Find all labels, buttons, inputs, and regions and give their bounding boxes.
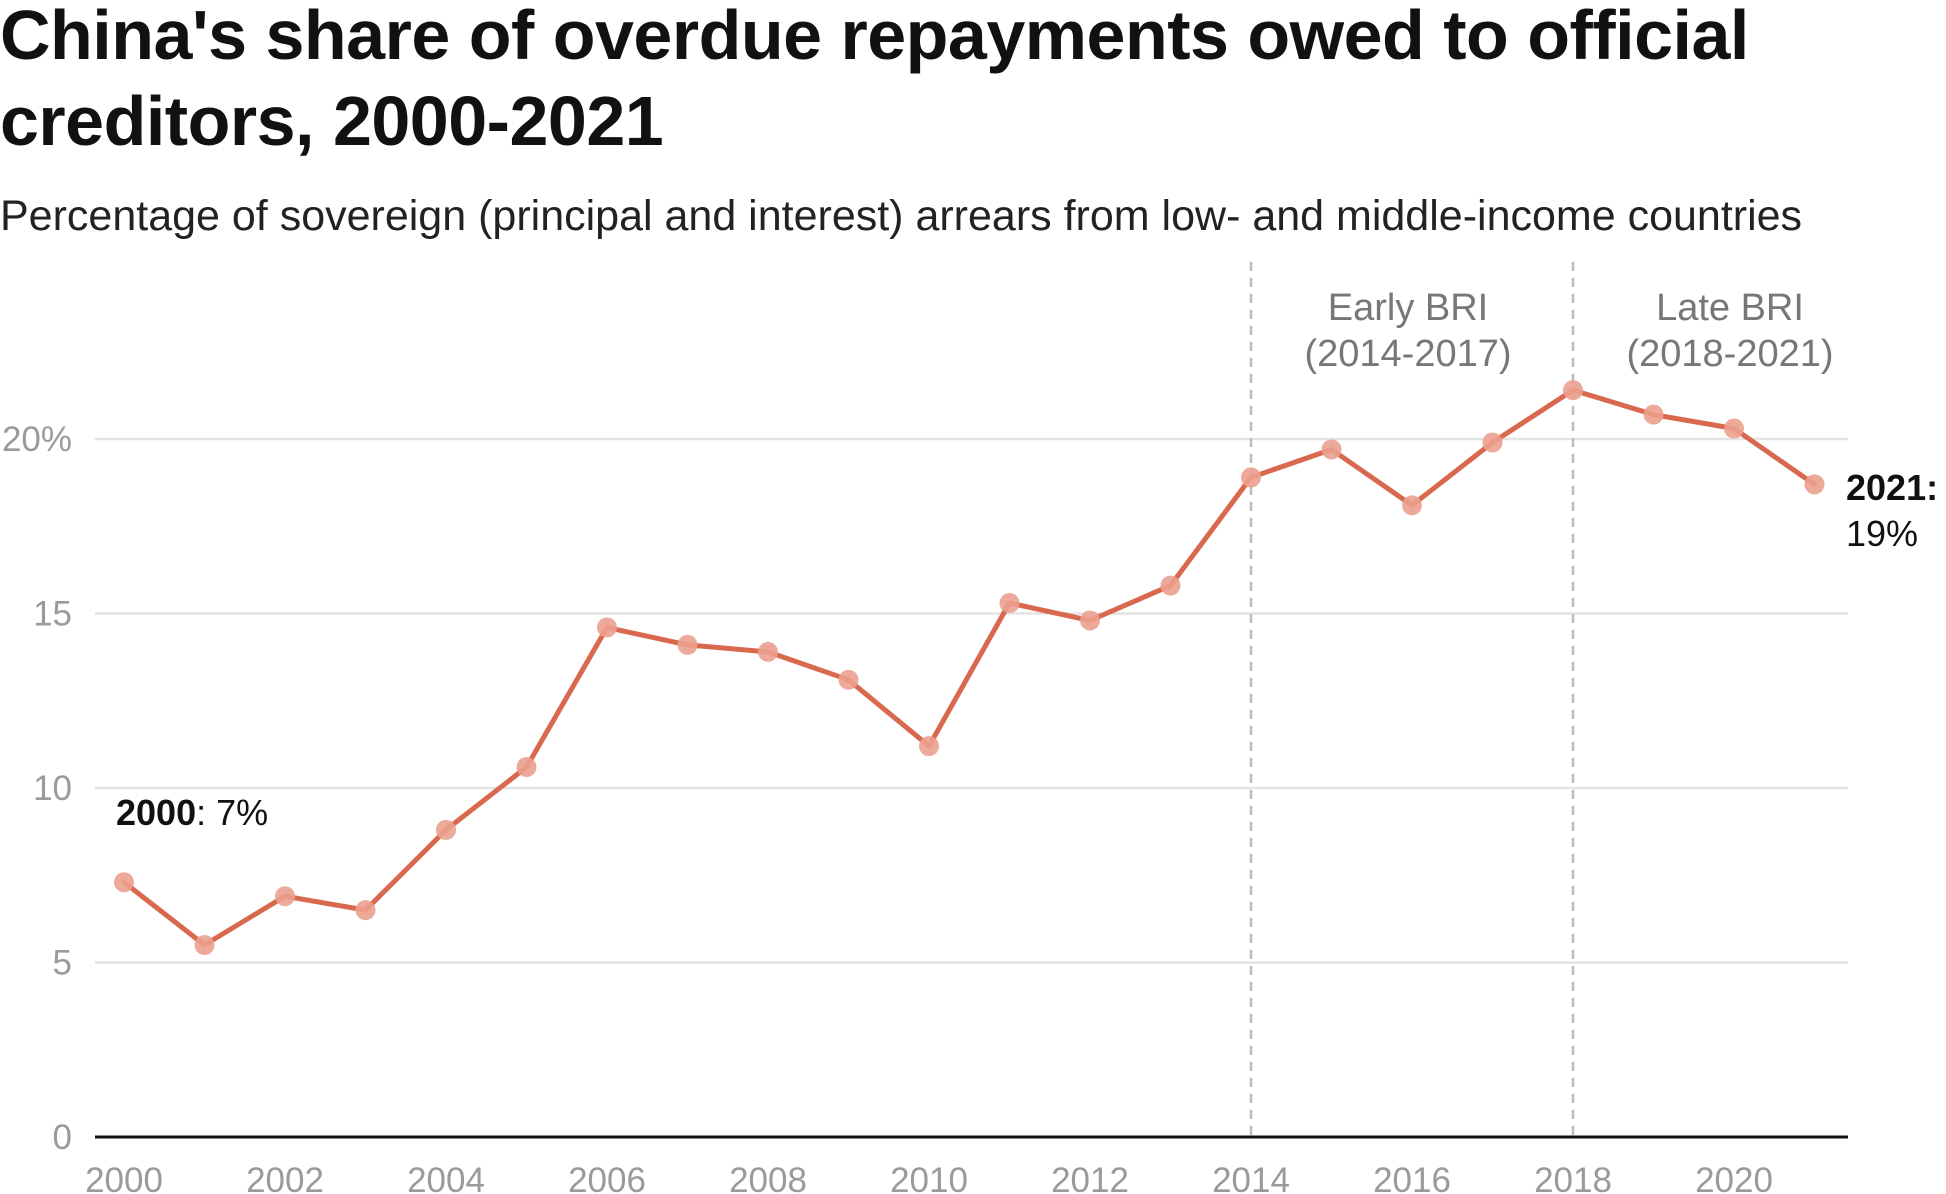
annotation-start: 2000: 7%: [116, 792, 268, 833]
y-tick-label-0: 0: [53, 1118, 72, 1157]
x-tick-label-2000: 2000: [85, 1161, 163, 1194]
data-point-2002: [275, 886, 295, 907]
annotation-end-year: 2021:: [1846, 467, 1938, 508]
data-point-2001: [194, 935, 215, 956]
y-tick-label-15: 15: [33, 595, 72, 634]
data-point-2010: [919, 736, 939, 757]
annotation-end-value: 19%: [1846, 513, 1918, 554]
period-label-range-1: (2018-2021): [1626, 333, 1833, 375]
series-line: [121, 387, 1817, 948]
annotations: 2000: 7% 2021: 19%: [116, 467, 1938, 833]
data-point-2017: [1482, 432, 1503, 453]
data-point-2003: [355, 900, 376, 921]
data-series: [114, 380, 1825, 956]
data-point-2008: [758, 641, 778, 662]
x-tick-label-2004: 2004: [407, 1161, 485, 1194]
data-point-2019: [1643, 404, 1664, 425]
data-point-2005: [516, 757, 537, 778]
y-tick-label-10: 10: [33, 769, 72, 808]
chart-title: China's share of overdue repayments owed…: [0, 0, 1749, 160]
y-tick-label-20: 20%: [2, 420, 72, 459]
data-point-2012: [1080, 610, 1100, 631]
data-point-2013: [1160, 575, 1181, 596]
annotation-start-value: : 7%: [196, 792, 268, 833]
data-point-2004: [436, 819, 456, 840]
x-tick-label-2010: 2010: [890, 1161, 968, 1194]
chart-subtitle: Percentage of sovereign (principal and i…: [0, 192, 1803, 240]
data-point-2021: [1804, 474, 1825, 495]
data-point-2016: [1402, 495, 1422, 516]
x-tick-label-2008: 2008: [729, 1161, 807, 1194]
period-label-title-0: Early BRI: [1328, 287, 1488, 329]
period-dividers: Early BRI(2014-2017) Late BRI(2018-2021): [1249, 262, 1834, 1137]
data-point-2018: [1563, 380, 1583, 401]
data-point-2006: [597, 617, 617, 638]
x-tick-label-2006: 2006: [568, 1161, 646, 1194]
y-tick-label-5: 5: [53, 944, 72, 983]
x-tick-label-2014: 2014: [1212, 1161, 1290, 1194]
x-tick-label-2012: 2012: [1051, 1161, 1129, 1194]
annotation-start-year: 2000: [116, 792, 196, 833]
x-tick-label-2002: 2002: [246, 1161, 324, 1194]
x-tick-label-2016: 2016: [1373, 1161, 1451, 1194]
data-point-2011: [999, 593, 1020, 614]
period-label-range-0: (2014-2017): [1304, 333, 1511, 375]
gridlines: [95, 437, 1848, 964]
data-point-2000: [114, 872, 134, 893]
data-point-2007: [677, 634, 698, 655]
data-point-2020: [1724, 418, 1744, 439]
data-point-2009: [838, 669, 859, 690]
axes: 0 5 10 15 20% 2000 2002 2004 2006 2008 2010 2012 201…: [2, 420, 1848, 1194]
data-point-2015: [1321, 439, 1342, 460]
x-tick-label-2020: 2020: [1695, 1161, 1773, 1194]
data-point-2014: [1241, 467, 1261, 488]
x-tick-label-2018: 2018: [1534, 1161, 1612, 1194]
period-label-title-1: Late BRI: [1656, 287, 1804, 329]
